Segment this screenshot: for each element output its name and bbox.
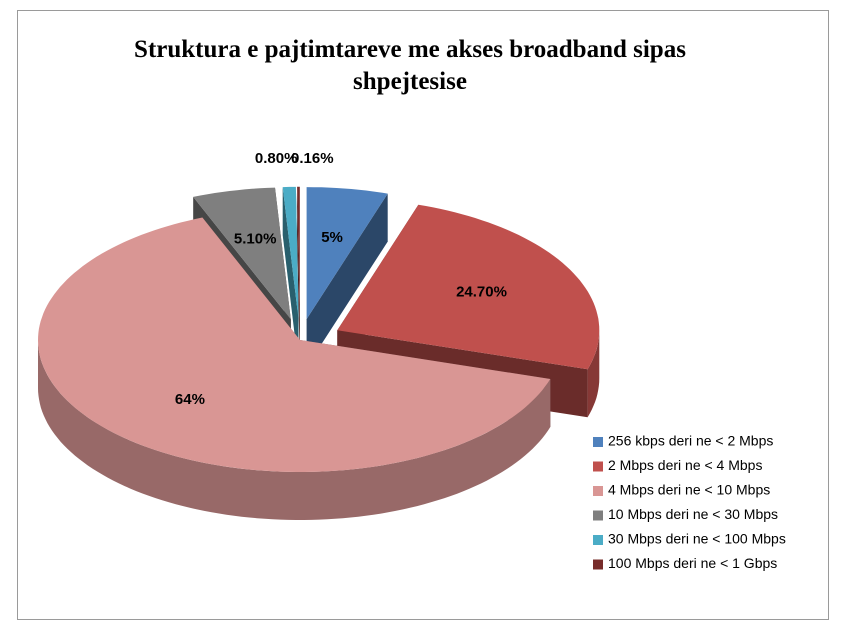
data-label: 5.10% — [234, 230, 277, 247]
chart-title: Struktura e pajtimtareve me akses broadb… — [134, 36, 686, 95]
data-label: 0.80% — [255, 150, 298, 167]
slice-top — [306, 187, 388, 320]
slice-side — [587, 330, 600, 418]
data-label: 5% — [321, 229, 343, 246]
legend-swatch — [593, 486, 603, 496]
slice-top — [297, 186, 300, 319]
slice-wall — [306, 193, 388, 368]
legend-label: 256 kbps deri ne < 2 Mbps — [608, 433, 773, 449]
legend-label: 100 Mbps deri ne < 1 Gbps — [608, 555, 777, 571]
chart-frame — [17, 10, 829, 620]
legend-swatch — [593, 559, 603, 570]
legend-label: 4 Mbps deri ne < 10 Mbps — [608, 482, 770, 498]
slice-top — [282, 186, 299, 319]
data-label: 64% — [175, 391, 205, 408]
pie-slice — [306, 187, 388, 368]
slice-side — [38, 340, 551, 520]
pie-slice — [282, 186, 299, 367]
slice-wall — [282, 187, 299, 367]
legend-label: 2 Mbps deri ne < 4 Mbps — [608, 457, 762, 473]
legend-swatch — [593, 461, 603, 472]
slice-top — [38, 217, 551, 472]
legend-label: 10 Mbps deri ne < 30 Mbps — [608, 506, 778, 522]
legend-label: 30 Mbps deri ne < 100 Mbps — [608, 531, 786, 547]
pie-slice — [297, 186, 300, 367]
data-label: 24.70% — [456, 284, 507, 301]
legend-swatch — [593, 510, 603, 521]
legend-swatch — [593, 535, 603, 545]
slice-wall — [297, 186, 300, 367]
pie-slice — [38, 217, 551, 520]
slice-top — [193, 187, 291, 320]
slice-top — [337, 204, 600, 370]
data-label: 0.16% — [291, 150, 334, 167]
legend-swatch — [593, 437, 603, 447]
